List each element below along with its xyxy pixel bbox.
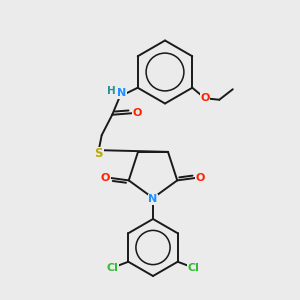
Text: N: N xyxy=(148,194,158,205)
Text: O: O xyxy=(132,108,142,118)
Text: O: O xyxy=(101,173,110,183)
Text: N: N xyxy=(117,88,126,98)
Text: Cl: Cl xyxy=(107,263,119,273)
Text: O: O xyxy=(196,173,205,183)
Text: H: H xyxy=(107,86,116,96)
Text: Cl: Cl xyxy=(187,263,199,273)
Text: O: O xyxy=(200,93,210,103)
Text: S: S xyxy=(94,147,103,160)
